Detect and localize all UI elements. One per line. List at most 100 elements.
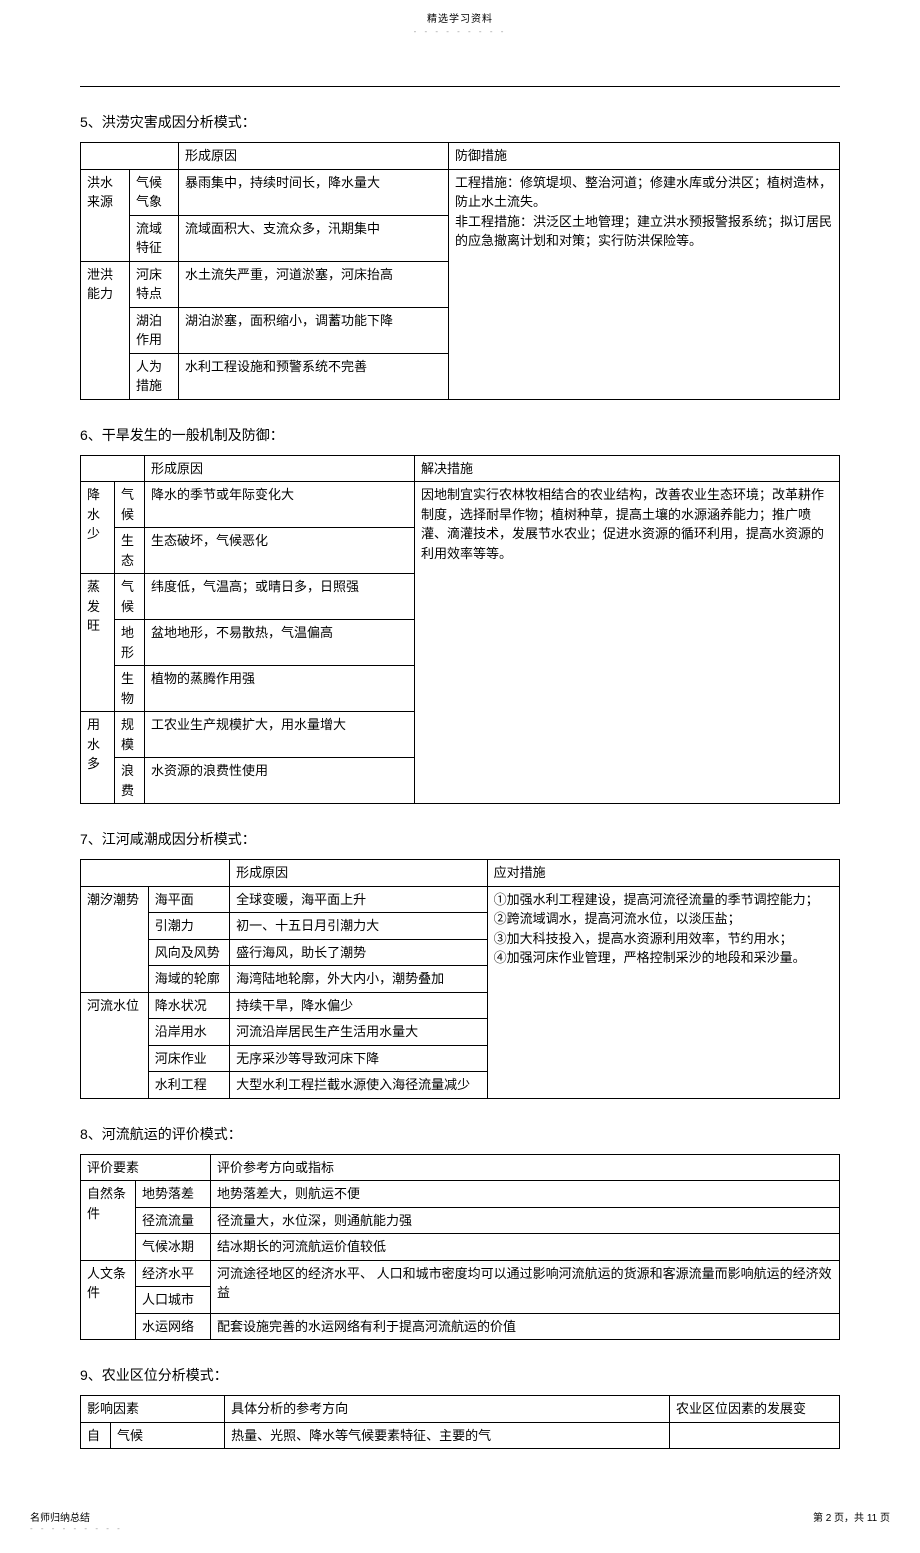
cause-cell: 无序采沙等导致河床下降 xyxy=(230,1045,488,1072)
section5-table: 形成原因 防御措施 洪水来源 气候气象 暴雨集中，持续时间长，降水量大 工程措施… xyxy=(80,142,840,400)
sub-cell: 经济水平 xyxy=(136,1260,211,1287)
col-cause: 形成原因 xyxy=(178,143,448,170)
cause-cell: 植物的蒸腾作用强 xyxy=(144,666,414,712)
sub-cell: 风向及风势 xyxy=(148,939,229,966)
col-measure: 应对措施 xyxy=(487,860,839,887)
cat-cell: 河流水位 xyxy=(81,992,149,1098)
main-content: 5、洪涝灾害成因分析模式： 形成原因 防御措施 洪水来源 气候气象 暴雨集中，持… xyxy=(0,86,920,1449)
table-row: 自 气候 热量、光照、降水等气候要素特征、主要的气 xyxy=(81,1422,840,1449)
cat-cell: 自 xyxy=(81,1422,111,1449)
ref-cell: 配套设施完善的水运网络有利于提高河流航运的价值 xyxy=(211,1313,840,1340)
col-ref: 评价参考方向或指标 xyxy=(211,1154,840,1181)
table-header-row: 形成原因 防御措施 xyxy=(81,143,840,170)
ref-cell: 地势落差大，则航运不便 xyxy=(211,1181,840,1208)
sub-cell: 地势落差 xyxy=(136,1181,211,1208)
cat-cell: 人文条件 xyxy=(81,1260,136,1340)
sub-cell: 径流流量 xyxy=(136,1207,211,1234)
table-header-row: 形成原因 应对措施 xyxy=(81,860,840,887)
cause-cell: 大型水利工程拦截水源使入海径流量减少 xyxy=(230,1072,488,1099)
table-row: 水运网络 配套设施完善的水运网络有利于提高河流航运的价值 xyxy=(81,1313,840,1340)
col-factor: 评价要素 xyxy=(81,1154,211,1181)
dev-cell xyxy=(670,1422,840,1449)
col-factor: 影响因素 xyxy=(81,1396,225,1423)
sub-cell: 气候 xyxy=(111,1422,225,1449)
ref-cell: 河流途径地区的经济水平、 人口和城市密度均可以通过影响河流航运的货源和客源流量而… xyxy=(211,1260,840,1313)
sub-cell: 气候气象 xyxy=(129,169,178,215)
top-divider xyxy=(80,86,840,87)
section5-title: 5、洪涝灾害成因分析模式： xyxy=(80,112,840,132)
sub-cell: 气候冰期 xyxy=(136,1234,211,1261)
sub-cell: 流域特征 xyxy=(129,215,178,261)
cause-cell: 暴雨集中，持续时间长，降水量大 xyxy=(178,169,448,215)
cause-cell: 盆地地形，不易散热，气温偏高 xyxy=(144,620,414,666)
table-row: 自然条件 地势落差 地势落差大，则航运不便 xyxy=(81,1181,840,1208)
page-footer: 名师归纳总结 第 2 页，共 11 页 - - - - - - - - - xyxy=(0,1509,920,1553)
cause-cell: 河流沿岸居民生产生活用水量大 xyxy=(230,1019,488,1046)
section8-table: 评价要素 评价参考方向或指标 自然条件 地势落差 地势落差大，则航运不便 径流流… xyxy=(80,1154,840,1341)
cause-cell: 纬度低，气温高；或晴日多，日照强 xyxy=(144,574,414,620)
sub-cell: 气候 xyxy=(114,482,144,528)
measure-cell: 因地制宜实行农林牧相结合的农业结构，改善农业生态环境；改革耕作制度，选择耐旱作物… xyxy=(414,482,839,804)
cause-cell: 海湾陆地轮廓，外大内小，潮势叠加 xyxy=(230,966,488,993)
ref-cell: 径流量大，水位深，则通航能力强 xyxy=(211,1207,840,1234)
footer-right: 第 2 页，共 11 页 xyxy=(813,1509,890,1524)
sub-cell: 人为措施 xyxy=(129,353,178,399)
sub-cell: 引潮力 xyxy=(148,913,229,940)
ref-cell: 热量、光照、降水等气候要素特征、主要的气 xyxy=(225,1422,670,1449)
cause-cell: 工农业生产规模扩大，用水量增大 xyxy=(144,712,414,758)
table-row: 洪水来源 气候气象 暴雨集中，持续时间长，降水量大 工程措施：修筑堤坝、整治河道… xyxy=(81,169,840,215)
section9-title: 9、农业区位分析模式： xyxy=(80,1365,840,1385)
section8-title: 8、河流航运的评价模式： xyxy=(80,1124,840,1144)
sub-cell: 海平面 xyxy=(148,886,229,913)
table-row: 人文条件 经济水平 河流途径地区的经济水平、 人口和城市密度均可以通过影响河流航… xyxy=(81,1260,840,1287)
col-dev: 农业区位因素的发展变 xyxy=(670,1396,840,1423)
cat-cell: 降水少 xyxy=(81,482,115,574)
table-header-row: 评价要素 评价参考方向或指标 xyxy=(81,1154,840,1181)
sub-cell: 水运网络 xyxy=(136,1313,211,1340)
cat-cell: 潮汐潮势 xyxy=(81,886,149,992)
sub-cell: 地形 xyxy=(114,620,144,666)
table-row: 径流流量 径流量大，水位深，则通航能力强 xyxy=(81,1207,840,1234)
sub-cell: 生态 xyxy=(114,528,144,574)
footer-left: 名师归纳总结 xyxy=(30,1509,90,1524)
cause-cell: 水利工程设施和预警系统不完善 xyxy=(178,353,448,399)
sub-cell: 人口城市 xyxy=(136,1287,211,1314)
cause-cell: 全球变暖，海平面上升 xyxy=(230,886,488,913)
cat-cell: 泄洪能力 xyxy=(81,261,130,399)
cause-cell: 水资源的浪费性使用 xyxy=(144,758,414,804)
sub-cell: 生物 xyxy=(114,666,144,712)
sub-cell: 沿岸用水 xyxy=(148,1019,229,1046)
ref-cell: 结冰期长的河流航运价值较低 xyxy=(211,1234,840,1261)
sub-cell: 降水状况 xyxy=(148,992,229,1019)
cause-cell: 湖泊淤塞，面积缩小，调蓄功能下降 xyxy=(178,307,448,353)
col-measure: 解决措施 xyxy=(414,455,839,482)
cause-cell: 初一、十五日月引潮力大 xyxy=(230,913,488,940)
cause-cell: 降水的季节或年际变化大 xyxy=(144,482,414,528)
section9-table: 影响因素 具体分析的参考方向 农业区位因素的发展变 自 气候 热量、光照、降水等… xyxy=(80,1395,840,1449)
sub-cell: 浪费 xyxy=(114,758,144,804)
cause-cell: 流域面积大、支流众多，汛期集中 xyxy=(178,215,448,261)
section6-title: 6、干旱发生的一般机制及防御： xyxy=(80,425,840,445)
measure-cell: 工程措施：修筑堤坝、整治河道；修建水库或分洪区；植树造林，防止水土流失。 非工程… xyxy=(448,169,839,399)
footer-dots: - - - - - - - - - xyxy=(30,1524,890,1533)
sub-cell: 河床特点 xyxy=(129,261,178,307)
cause-cell: 生态破坏，气候恶化 xyxy=(144,528,414,574)
col-measure: 防御措施 xyxy=(448,143,839,170)
measure-cell: ①加强水利工程建设，提高河流径流量的季节调控能力； ②跨流域调水，提高河流水位，… xyxy=(487,886,839,1098)
sub-cell: 规模 xyxy=(114,712,144,758)
section7-table: 形成原因 应对措施 潮汐潮势 海平面 全球变暖，海平面上升 ①加强水利工程建设，… xyxy=(80,859,840,1099)
table-header-row: 形成原因 解决措施 xyxy=(81,455,840,482)
cat-cell: 蒸发旺 xyxy=(81,574,115,712)
col-cause: 形成原因 xyxy=(144,455,414,482)
section7-title: 7、江河咸潮成因分析模式： xyxy=(80,829,840,849)
header-dots: - - - - - - - - - xyxy=(0,27,920,66)
table-row: 降水少 气候 降水的季节或年际变化大 因地制宜实行农林牧相结合的农业结构，改善农… xyxy=(81,482,840,528)
sub-cell: 气候 xyxy=(114,574,144,620)
cause-cell: 持续干旱，降水偏少 xyxy=(230,992,488,1019)
col-cause: 形成原因 xyxy=(230,860,488,887)
cat-cell: 自然条件 xyxy=(81,1181,136,1261)
table-row: 潮汐潮势 海平面 全球变暖，海平面上升 ①加强水利工程建设，提高河流径流量的季节… xyxy=(81,886,840,913)
col-ref: 具体分析的参考方向 xyxy=(225,1396,670,1423)
cause-cell: 水土流失严重，河道淤塞，河床抬高 xyxy=(178,261,448,307)
sub-cell: 河床作业 xyxy=(148,1045,229,1072)
